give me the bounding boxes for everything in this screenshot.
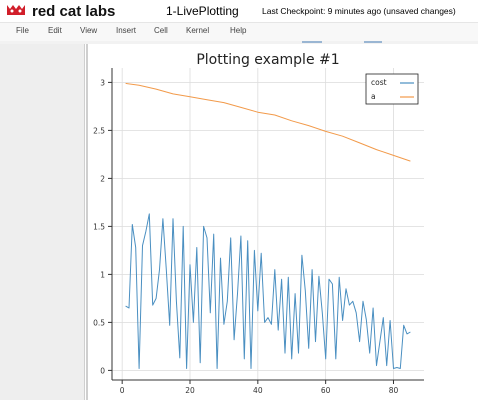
x-tick-label: 40 <box>253 386 263 395</box>
legend-box <box>365 73 419 105</box>
notebook-header: red cat labs 1-LivePlotting Last Checkpo… <box>0 0 478 22</box>
plot-area <box>112 68 424 380</box>
legend-label-a: a <box>371 92 376 101</box>
notebook-title[interactable]: 1-LivePlotting <box>166 4 239 18</box>
series-line-a <box>125 82 411 162</box>
legend-label-cost: cost <box>371 78 387 87</box>
menu-cell[interactable]: Cell <box>154 26 168 35</box>
chart-title: Plotting example #1 <box>196 52 339 68</box>
cell-selection-bar <box>86 44 88 400</box>
brand-name: red cat labs <box>32 3 116 20</box>
y-tick-label: 0 <box>100 366 105 375</box>
toolbar-strip <box>0 41 478 44</box>
y-tick-label: 1 <box>100 270 105 279</box>
x-tick-label: 80 <box>389 386 399 395</box>
x-tick-label: 20 <box>185 386 195 395</box>
y-tick-label: 2.5 <box>93 126 105 135</box>
y-tick-label: 1.5 <box>93 222 105 231</box>
x-tick-label: 0 <box>120 386 125 395</box>
menu-edit[interactable]: Edit <box>48 26 62 35</box>
x-tick-label: 60 <box>321 386 331 395</box>
y-tick-label: 2 <box>100 174 105 183</box>
menu-insert[interactable]: Insert <box>116 26 137 35</box>
toolbar-indicator <box>364 41 382 43</box>
menu-file[interactable]: File <box>16 26 29 35</box>
menu-view[interactable]: View <box>80 26 98 35</box>
menu-help[interactable]: Help <box>230 26 247 35</box>
checkpoint-status: Last Checkpoint: 9 minutes ago (unsaved … <box>262 6 456 16</box>
series-line-cost <box>125 213 411 369</box>
y-tick-label: 0.5 <box>93 318 105 327</box>
menu-kernel[interactable]: Kernel <box>186 26 210 35</box>
red-cat-logo-icon[interactable] <box>4 2 28 18</box>
toolbar-indicator <box>302 41 322 43</box>
y-tick-label: 3 <box>100 78 105 87</box>
